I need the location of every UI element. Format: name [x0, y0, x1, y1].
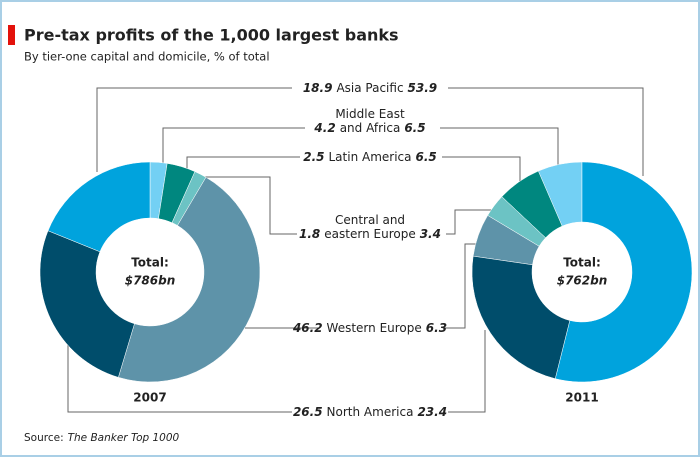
source-text: The Banker Top 1000	[68, 432, 180, 444]
value-2011: 6.5	[404, 121, 425, 135]
source: Source: The Banker Top 1000	[24, 432, 180, 444]
leader-line	[186, 156, 300, 172]
year-label: 2007	[133, 391, 166, 405]
category-label: 18.9 Asia Pacific 53.9	[303, 81, 437, 95]
chart-title: Pre-tax profits of the 1,000 largest ban…	[24, 26, 399, 45]
donut-segment	[471, 255, 571, 380]
leader-line	[446, 209, 492, 235]
center-total: $762bn	[557, 274, 608, 288]
value-2007: 26.5	[293, 405, 323, 419]
value-2007: 2.5	[303, 150, 324, 164]
donut-segment	[555, 161, 693, 383]
leader-line	[448, 330, 486, 413]
leader-line	[200, 176, 297, 235]
leader-line	[162, 127, 305, 168]
donut-segment	[39, 230, 135, 378]
donut-segment	[118, 176, 261, 383]
red-tab	[8, 25, 15, 45]
leader-line	[443, 243, 480, 329]
value-2007: 18.9	[303, 81, 333, 95]
chart-subtitle: By tier-one capital and domicile, % of t…	[24, 50, 270, 64]
center-label: Total:	[131, 256, 169, 270]
leader-lines	[67, 87, 644, 413]
donut-segment	[47, 161, 151, 253]
category-label: Middle East	[335, 107, 405, 121]
category-label: 1.8 eastern Europe 3.4	[299, 227, 441, 241]
value-2007: 4.2	[313, 121, 335, 135]
value-2011: 53.9	[408, 81, 438, 95]
leader-line	[442, 156, 521, 182]
category-name: North America	[327, 405, 414, 419]
category-name: and Africa	[340, 121, 401, 135]
leader-line	[440, 127, 559, 166]
category-label: 26.5 North America 23.4	[293, 405, 447, 419]
category-label: 46.2 Western Europe 6.3	[292, 321, 447, 335]
category-name: Middle East	[335, 107, 405, 121]
leader-line	[67, 340, 292, 413]
category-name: Western Europe	[327, 321, 422, 335]
source-label: Source:	[24, 432, 64, 444]
value-2007: 1.8	[299, 227, 320, 241]
value-2011: 6.3	[426, 321, 447, 335]
category-name: eastern Europe	[324, 227, 415, 241]
category-name: Asia Pacific	[336, 81, 403, 95]
center-total: $786bn	[125, 274, 176, 288]
category-name: Central and	[335, 213, 405, 227]
leader-line	[96, 87, 292, 172]
value-2011: 23.4	[417, 405, 447, 419]
category-label: 4.2 and Africa 6.5	[313, 121, 425, 135]
category-label: 2.5 Latin America 6.5	[303, 150, 437, 164]
year-label: 2011	[565, 391, 598, 405]
category-name: Latin America	[329, 150, 412, 164]
category-label: Central and	[335, 213, 405, 227]
value-2011: 3.4	[420, 227, 441, 241]
center-label: Total:	[563, 256, 601, 270]
leader-line	[448, 87, 644, 176]
value-2007: 46.2	[292, 321, 323, 335]
value-2011: 6.5	[416, 150, 437, 164]
